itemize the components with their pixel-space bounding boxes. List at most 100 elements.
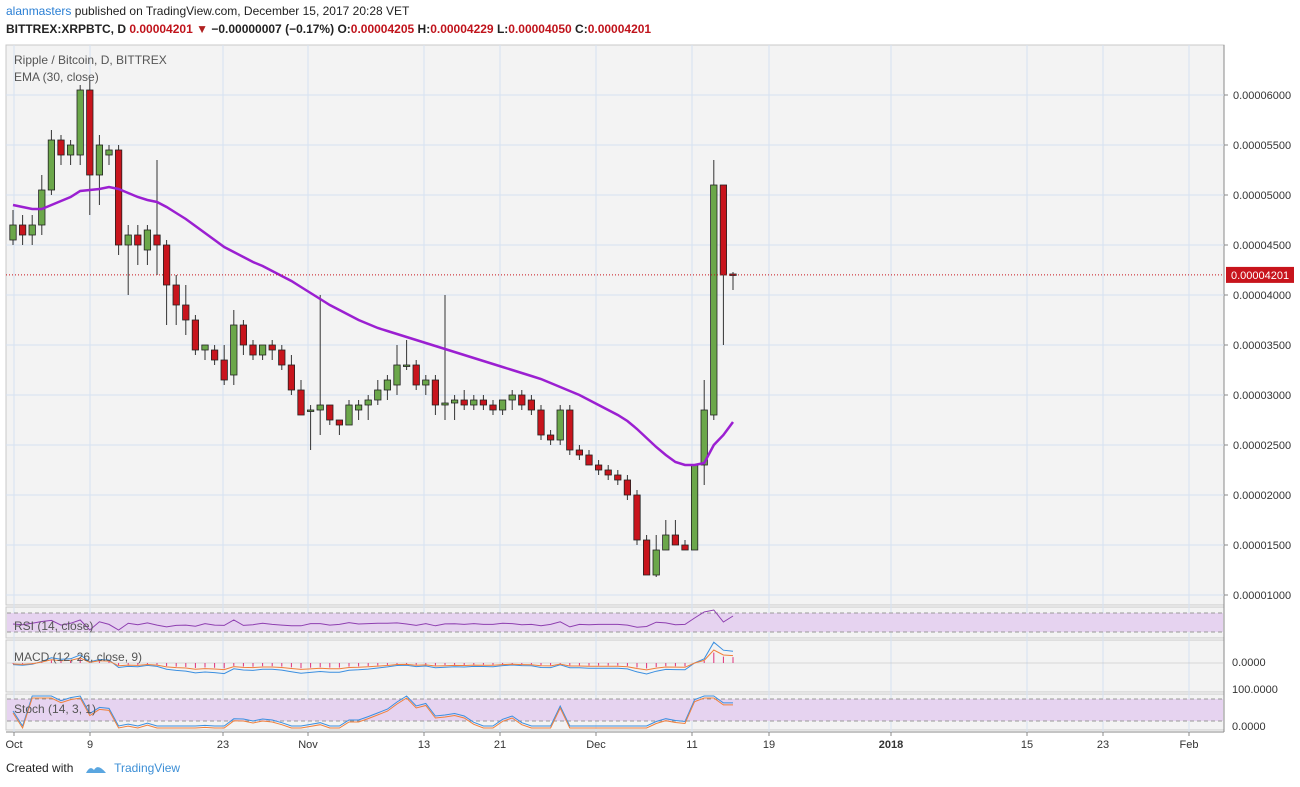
y-tick-label: 0.00006000: [1233, 90, 1291, 102]
low-value: 0.00004050: [508, 22, 572, 36]
y-tick-label: 0.00005000: [1233, 190, 1291, 202]
candle-body: [220, 359, 228, 381]
chart-title: Ripple / Bitcoin, D, BITTREX: [14, 53, 167, 67]
price-change: −0.00000007 (−0.17%): [211, 22, 335, 36]
price-axis: 0.00006000 0.00005500 0.00005000 0.00004500…: [1224, 90, 1291, 602]
candle-body: [115, 149, 123, 246]
candle-body: [354, 404, 363, 411]
y-tick-label: 0.00001500: [1233, 540, 1291, 552]
rsi-legend: RSI (14, close): [14, 619, 93, 633]
x-tick-label: Dec: [586, 739, 606, 751]
ema-line: [12, 185, 735, 467]
candle-body: [201, 344, 209, 351]
candle-body: [691, 464, 699, 551]
candle-body: [105, 149, 113, 156]
rsi-line: [12, 609, 734, 631]
candle-body: [86, 89, 94, 176]
low-label: L:: [496, 22, 509, 36]
candle-body: [9, 224, 17, 241]
x-tick-label: 23: [217, 739, 229, 751]
stoch-legend: Stoch (14, 3, 1): [14, 702, 96, 716]
candle-body: [595, 464, 603, 471]
candle-body: [537, 409, 545, 436]
down-arrow-icon: ▼: [196, 22, 208, 36]
macd-indicator: [7, 641, 1223, 675]
candle-body: [364, 399, 372, 406]
footer: Created with TradingView: [6, 761, 180, 775]
main-pane: [5, 44, 1225, 606]
candle-body: [210, 349, 219, 361]
candle-body: [95, 144, 103, 176]
tradingview-logo-icon: [85, 766, 106, 773]
high-label: H:: [417, 22, 431, 36]
symbol: BITTREX:XRPBTC, D: [6, 22, 126, 36]
candle-body: [652, 549, 660, 576]
x-tick-label: Nov: [298, 739, 318, 751]
candle-body: [479, 399, 488, 406]
candle-body: [604, 469, 612, 476]
candle-body: [431, 379, 440, 406]
candle-body: [374, 389, 382, 401]
x-tick-label: Oct: [5, 739, 22, 751]
stoch-d-line: [12, 697, 733, 730]
candle-body: [57, 139, 65, 156]
candle-body: [182, 304, 190, 321]
publisher-link[interactable]: alanmasters: [6, 4, 72, 18]
candle-body: [460, 399, 468, 406]
macd-legend: MACD (12, 26, close, 9): [14, 650, 142, 664]
candle-body: [162, 244, 171, 286]
x-tick-label: 23: [1097, 739, 1109, 751]
candle-body: [239, 324, 247, 346]
price-chart[interactable]: 0.00006000 0.00005500 0.00005000 0.00004500…: [0, 42, 1300, 757]
candle-body: [143, 229, 151, 251]
tradingview-link[interactable]: TradingView: [114, 761, 181, 775]
candle-body: [268, 344, 276, 351]
candle-body: [249, 344, 257, 356]
x-tick-label: 9: [87, 739, 93, 751]
candle-body: [18, 224, 27, 236]
stoch-bottom-tick: 0.0000: [1232, 721, 1266, 733]
candle-body: [422, 379, 430, 386]
x-tick-label: 2018: [879, 739, 903, 751]
rsi-indicator: [7, 609, 1223, 633]
candle-body: [450, 399, 459, 404]
y-tick-label: 0.00002000: [1233, 490, 1291, 502]
candle-body: [508, 394, 516, 401]
candle-body: [489, 404, 497, 411]
open-label: O:: [337, 22, 351, 36]
stoch-indicator: [7, 695, 1223, 730]
candle-body: [700, 409, 708, 466]
candle-body: [671, 534, 680, 546]
candle-body: [566, 409, 574, 451]
candle-body: [316, 404, 324, 411]
rsi-band: [7, 613, 1223, 632]
candle-body: [643, 539, 651, 576]
candle-body: [719, 184, 728, 276]
stoch-k-line: [12, 695, 733, 728]
candle-body: [47, 139, 56, 191]
candle-body: [556, 409, 564, 441]
x-tick-label: 19: [763, 739, 775, 751]
candle-body: [230, 324, 238, 376]
y-tick-label: 0.00003500: [1233, 340, 1291, 352]
time-axis: Oct 9 23 Nov 13 21 Dec 11 19 2018 15 23 Feb: [5, 732, 1198, 751]
high-value: 0.00004229: [430, 22, 494, 36]
candle-body: [383, 379, 392, 391]
last-price: 0.00004201: [129, 22, 193, 36]
candle-body: [297, 389, 305, 416]
last-price-tag: 0.00004201: [1231, 270, 1289, 282]
candle-body: [412, 364, 420, 386]
candle-body: [76, 89, 84, 156]
candle-body: [124, 234, 132, 246]
macd-signal-line: [12, 649, 734, 671]
candle-body: [498, 399, 507, 411]
candle-body: [191, 319, 199, 351]
open-value: 0.00004205: [350, 22, 415, 36]
candle-body: [662, 534, 670, 551]
candle-body: [278, 349, 286, 366]
candle-body: [153, 234, 161, 246]
candle-body: [402, 364, 411, 367]
close-value: 0.00004201: [587, 22, 652, 36]
candles: [9, 80, 737, 577]
candle-body: [585, 454, 593, 466]
